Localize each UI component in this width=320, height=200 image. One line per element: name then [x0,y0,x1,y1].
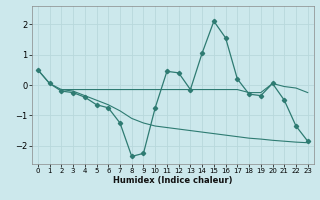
X-axis label: Humidex (Indice chaleur): Humidex (Indice chaleur) [113,176,233,185]
